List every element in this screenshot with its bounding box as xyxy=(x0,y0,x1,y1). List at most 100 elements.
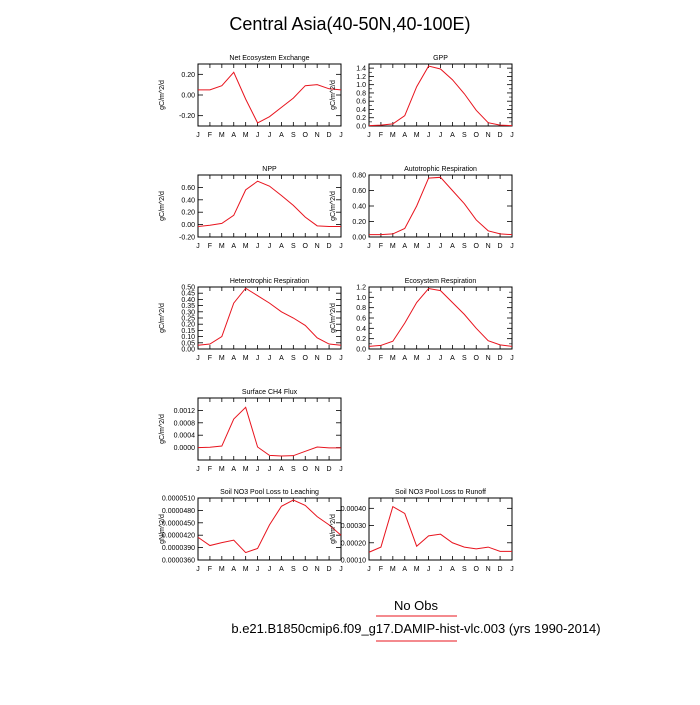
x-tick-label: D xyxy=(327,566,332,573)
x-tick-label: A xyxy=(402,355,407,362)
x-tick-label: J xyxy=(367,132,371,139)
x-tick-label: A xyxy=(231,132,236,139)
y-tick-label: 0.45 xyxy=(181,291,195,298)
x-tick-label: M xyxy=(414,355,420,362)
plot-frame xyxy=(197,174,342,238)
y-tick-label: 0.35 xyxy=(181,303,195,310)
x-tick-label: J xyxy=(439,355,443,362)
x-tick-label: J xyxy=(339,243,343,250)
x-tick-label: N xyxy=(486,566,491,573)
x-tick-label: A xyxy=(231,355,236,362)
x-tick-label: N xyxy=(315,355,320,362)
y-tick-label: 0.2 xyxy=(356,336,366,343)
y-tick-label: 0.8 xyxy=(356,90,366,97)
x-tick-label: A xyxy=(279,243,284,250)
x-tick-label: A xyxy=(231,566,236,573)
y-tick-label: 0.4 xyxy=(356,326,366,333)
panel-title: Autotrophic Respiration xyxy=(404,166,477,173)
y-tick-label: 0.00020 xyxy=(341,540,366,547)
x-tick-label: O xyxy=(303,243,309,250)
x-tick-label: O xyxy=(303,466,309,473)
y-axis-label: gN/m^2/d xyxy=(159,514,166,544)
x-tick-label: J xyxy=(196,355,200,362)
y-tick-label: 0.00 xyxy=(181,347,195,354)
y-tick-label: -0.20 xyxy=(179,235,195,242)
y-tick-label: 0.00 xyxy=(352,235,366,242)
series-line xyxy=(368,288,513,347)
y-tick-label: 0.15 xyxy=(181,328,195,335)
x-tick-label: J xyxy=(256,566,260,573)
y-tick-label: 0.05 xyxy=(181,340,195,347)
x-tick-label: F xyxy=(379,243,383,250)
x-tick-label: J xyxy=(268,466,272,473)
x-tick-label: F xyxy=(208,566,212,573)
x-tick-label: D xyxy=(327,466,332,473)
y-axis-label: gN/m^2/d xyxy=(330,514,337,544)
x-tick-label: M xyxy=(243,466,249,473)
x-tick-label: M xyxy=(390,132,396,139)
y-tick-label: 0.0000480 xyxy=(162,508,195,515)
x-tick-label: O xyxy=(474,566,480,573)
y-tick-label: 0.25 xyxy=(181,316,195,323)
x-tick-label: O xyxy=(303,566,309,573)
plot-frame xyxy=(368,497,513,561)
x-tick-label: M xyxy=(414,132,420,139)
x-tick-label: J xyxy=(196,566,200,573)
x-tick-label: F xyxy=(379,355,383,362)
y-tick-label: 0.2 xyxy=(356,115,366,122)
series-line xyxy=(368,505,512,553)
x-tick-label: J xyxy=(196,466,200,473)
panel-title: Heterotrophic Respiration xyxy=(230,278,309,285)
panel-title: GPP xyxy=(433,55,448,62)
x-tick-label: J xyxy=(510,355,514,362)
x-tick-label: O xyxy=(474,243,480,250)
y-tick-label: 0.6 xyxy=(356,316,366,323)
x-tick-label: A xyxy=(402,566,407,573)
x-tick-label: J xyxy=(256,132,260,139)
x-tick-label: J xyxy=(510,566,514,573)
x-tick-label: A xyxy=(450,355,455,362)
x-tick-label: M xyxy=(390,566,396,573)
y-axis-label: gC/m^2/d xyxy=(330,80,337,110)
x-tick-label: S xyxy=(462,132,467,139)
x-tick-label: D xyxy=(327,132,332,139)
x-tick-label: O xyxy=(303,132,309,139)
y-tick-label: -0.20 xyxy=(179,113,195,120)
x-tick-label: M xyxy=(243,132,249,139)
y-axis-label: gC/m^2/d xyxy=(330,191,337,221)
plot-frame xyxy=(197,286,342,350)
y-tick-label: 1.2 xyxy=(356,74,366,81)
y-tick-label: 0.0000420 xyxy=(162,533,195,540)
x-tick-label: J xyxy=(439,566,443,573)
y-tick-label: 1.0 xyxy=(356,295,366,302)
x-tick-label: J xyxy=(196,132,200,139)
x-tick-label: S xyxy=(462,355,467,362)
panel-title: Surface CH4 Flux xyxy=(242,389,298,396)
y-tick-label: 0.0 xyxy=(356,124,366,131)
x-tick-label: M xyxy=(219,243,225,250)
x-tick-label: M xyxy=(219,132,225,139)
y-tick-label: 0.30 xyxy=(181,309,195,316)
x-tick-label: J xyxy=(339,132,343,139)
x-tick-label: J xyxy=(510,132,514,139)
y-axis-label: gC/m^2/d xyxy=(330,303,337,333)
panel-title: Net Ecosystem Exchange xyxy=(229,55,309,62)
y-tick-label: 0.00010 xyxy=(341,558,366,565)
x-tick-label: A xyxy=(279,466,284,473)
panel-title: NPP xyxy=(262,166,277,173)
figure-title: Central Asia(40-50N,40-100E) xyxy=(229,14,470,34)
x-tick-label: J xyxy=(256,466,260,473)
x-tick-label: O xyxy=(474,355,480,362)
y-tick-label: 0.0000450 xyxy=(162,520,195,527)
x-tick-label: O xyxy=(303,355,309,362)
y-tick-label: 1.0 xyxy=(356,82,366,89)
panel-title: Ecosystem Respiration xyxy=(405,278,477,285)
x-tick-label: J xyxy=(367,243,371,250)
x-tick-label: D xyxy=(327,243,332,250)
x-tick-label: A xyxy=(450,132,455,139)
